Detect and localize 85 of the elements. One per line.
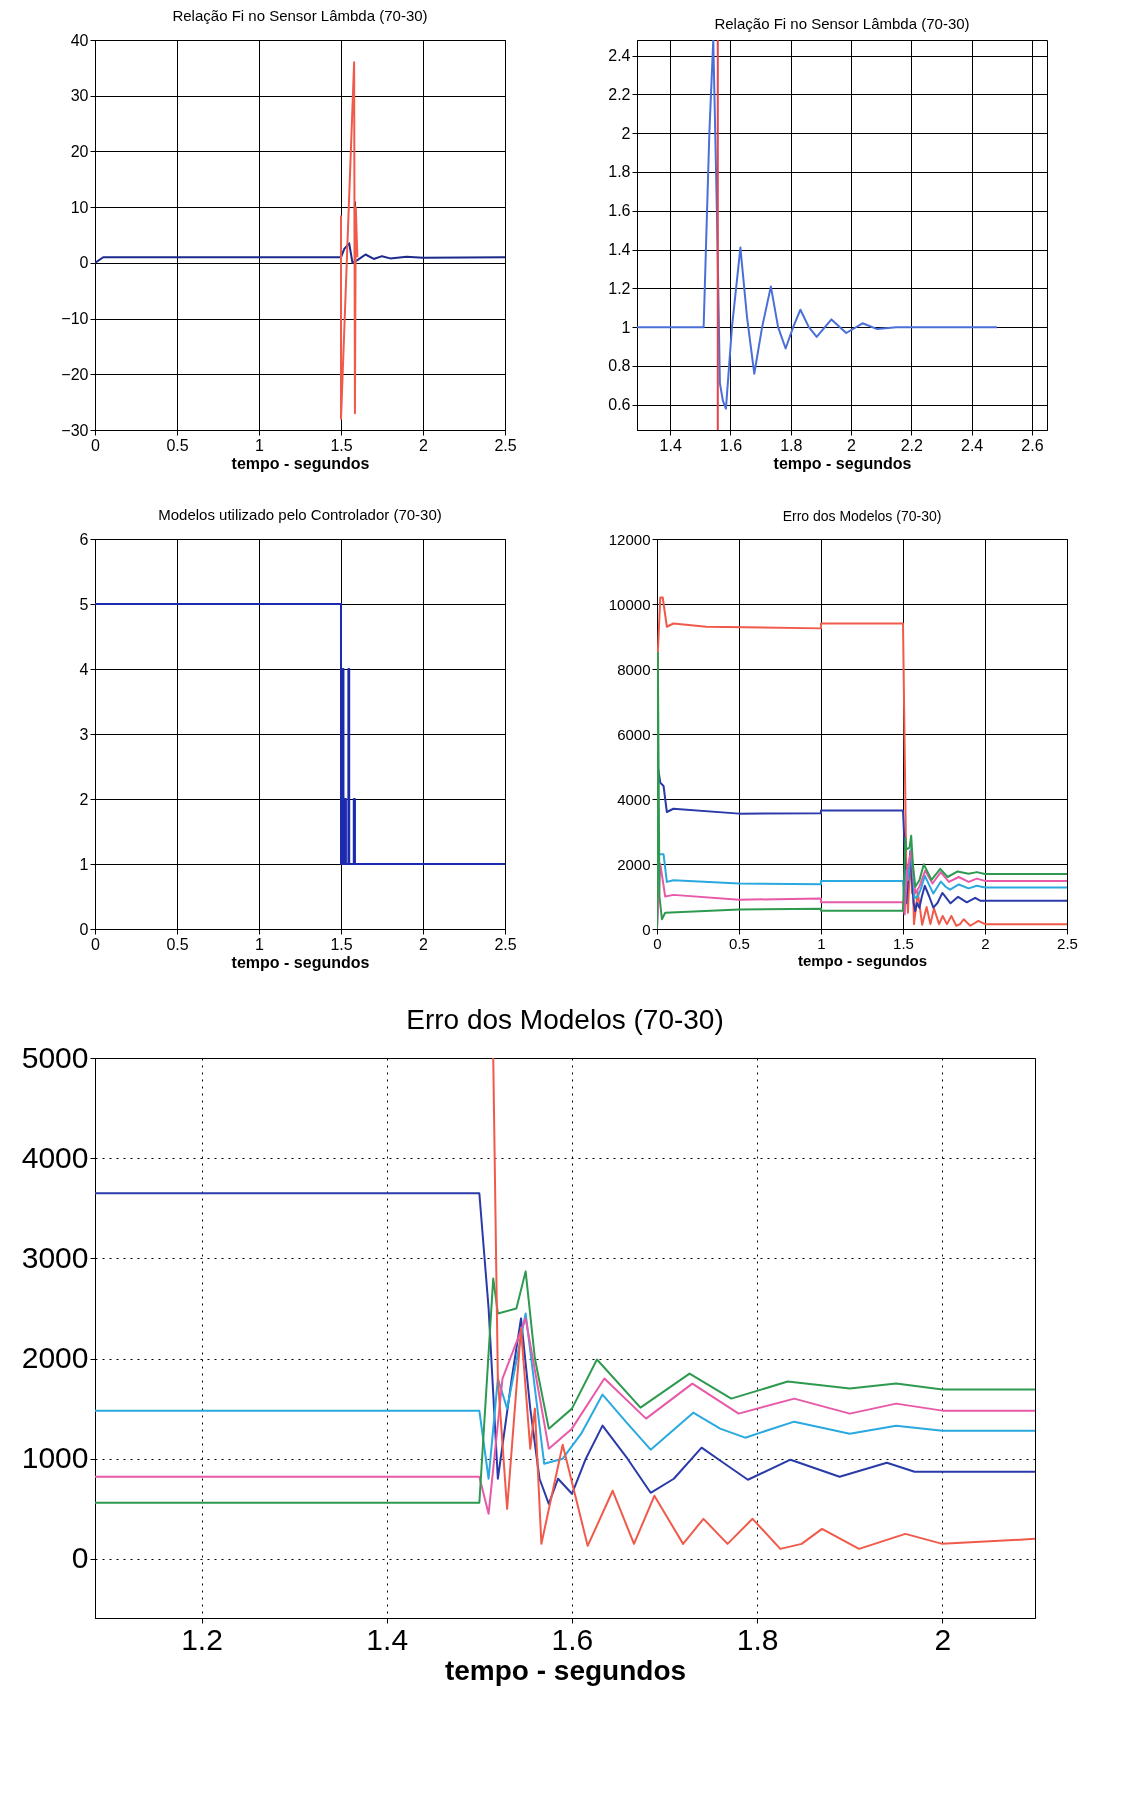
line-series	[95, 1312, 1035, 1480]
x-tick-label: 1.6	[551, 1622, 594, 1656]
y-tick-label: 10	[70, 198, 89, 216]
y-tick-label: −20	[61, 365, 89, 383]
y-tick-label: 1.4	[608, 241, 631, 259]
x-axis-title: tempo - segundos	[797, 951, 928, 969]
x-tick-label: 1.5	[893, 934, 914, 952]
y-tick-label: 0	[71, 1541, 89, 1575]
y-tick-label: 0	[642, 920, 651, 938]
y-tick-label: 40	[70, 31, 89, 49]
y-tick-label: 30	[70, 87, 89, 105]
y-tick-label: 2.2	[608, 85, 631, 103]
x-tick-label: 2.2	[900, 436, 924, 454]
x-tick-label: 0	[91, 935, 101, 953]
y-tick-label: 1000	[21, 1441, 89, 1475]
x-tick-label: 0.5	[166, 935, 189, 953]
y-tick-label: 1	[79, 855, 89, 873]
y-tick-label: 0	[79, 254, 89, 272]
x-tick-label: 2.5	[1057, 934, 1078, 952]
y-tick-label: 2.4	[608, 47, 631, 65]
x-tick-label: 0.5	[729, 934, 750, 952]
y-tick-label: 0	[79, 920, 89, 938]
y-tick-label: 5000	[21, 1040, 89, 1074]
y-tick-label: 2000	[21, 1341, 89, 1375]
x-axis-title: tempo - segundos	[231, 454, 370, 472]
x-tick-label: 2	[981, 934, 990, 952]
y-tick-label: 10000	[608, 595, 651, 613]
x-tick-label: 1	[255, 436, 265, 454]
y-tick-label: 4	[79, 660, 89, 678]
x-tick-label: 2.5	[494, 436, 517, 454]
line-series	[95, 1317, 1035, 1515]
y-tick-label: −30	[61, 421, 89, 439]
y-tick-label: −10	[61, 310, 89, 328]
y-tick-label: 1.2	[608, 279, 631, 297]
line-series	[340, 61, 359, 420]
y-tick-label: 0.6	[608, 396, 631, 414]
x-tick-label: 2	[419, 436, 429, 454]
y-tick-label: 3	[79, 725, 89, 743]
x-tick-label: 2.5	[494, 935, 517, 953]
y-tick-label: 12000	[608, 530, 651, 548]
line-series	[95, 1270, 1035, 1504]
y-tick-label: 8000	[617, 660, 651, 678]
x-axis-title: tempo - segundos	[444, 1654, 687, 1686]
chart-title: Relação Fi no Sensor Lâmbda (70-30)	[714, 15, 970, 32]
y-tick-label: 2	[79, 790, 89, 808]
x-tick-label: 1.6	[719, 436, 743, 454]
x-tick-label: 2	[934, 1622, 952, 1656]
y-tick-label: 0.8	[608, 357, 631, 375]
y-tick-label: 6000	[617, 725, 651, 743]
x-tick-label: 1	[817, 934, 826, 952]
y-tick-label: 5	[79, 595, 89, 613]
x-tick-label: 0	[91, 436, 101, 454]
x-tick-label: 2.6	[1021, 436, 1044, 454]
chart-title: Erro dos Modelos (70-30)	[782, 508, 942, 524]
chart-title: Erro dos Modelos (70-30)	[406, 1004, 724, 1035]
y-tick-label: 2	[621, 124, 631, 142]
y-tick-label: 6	[79, 530, 89, 548]
y-tick-label: 3000	[21, 1240, 89, 1274]
x-tick-label: 1.8	[736, 1622, 779, 1656]
x-axis-title: tempo - segundos	[231, 953, 370, 971]
x-tick-label: 1.5	[330, 436, 353, 454]
y-tick-label: 1.6	[608, 202, 631, 220]
x-tick-label: 2	[419, 935, 429, 953]
x-tick-label: 2.4	[961, 436, 984, 454]
y-tick-label: 4000	[617, 790, 651, 808]
x-tick-label: 1.2	[181, 1622, 223, 1656]
x-tick-label: 0	[653, 934, 662, 952]
x-tick-label: 1	[255, 935, 265, 953]
x-axis-title: tempo - segundos	[773, 454, 912, 472]
y-tick-label: 20	[70, 142, 89, 160]
line-series	[637, 40, 998, 410]
line-series	[492, 1058, 1035, 1550]
x-tick-label: 2	[847, 436, 857, 454]
chart-title: Modelos utilizado pelo Controlador (70-30)	[158, 506, 442, 523]
chart-title: Relação Fi no Sensor Lâmbda (70-30)	[172, 7, 428, 24]
x-tick-label: 1.4	[659, 436, 682, 454]
x-tick-label: 0.5	[166, 436, 189, 454]
x-tick-label: 1.4	[366, 1622, 409, 1656]
x-tick-label: 1.8	[780, 436, 803, 454]
y-tick-label: 1	[621, 318, 631, 336]
y-tick-label: 1.8	[608, 163, 631, 181]
y-tick-label: 2000	[617, 855, 651, 873]
y-tick-label: 4000	[21, 1140, 89, 1174]
x-tick-label: 1.5	[330, 935, 353, 953]
line-series	[95, 1192, 1035, 1505]
